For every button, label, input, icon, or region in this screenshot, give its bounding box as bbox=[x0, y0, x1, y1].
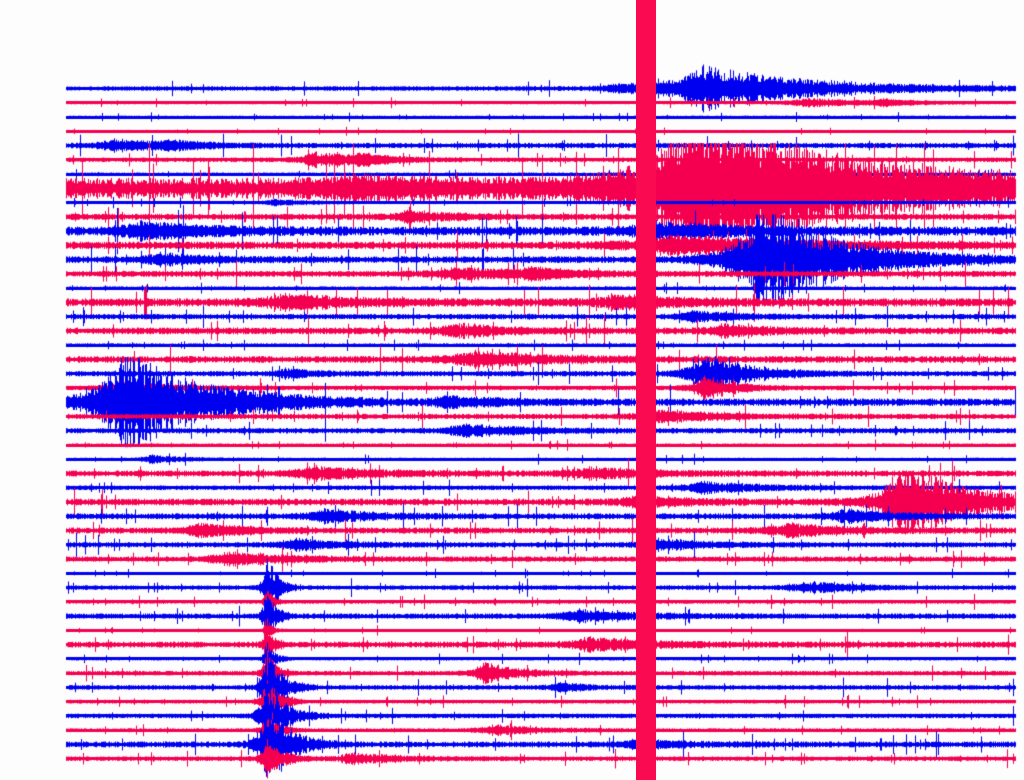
saturation-band bbox=[636, 0, 656, 780]
